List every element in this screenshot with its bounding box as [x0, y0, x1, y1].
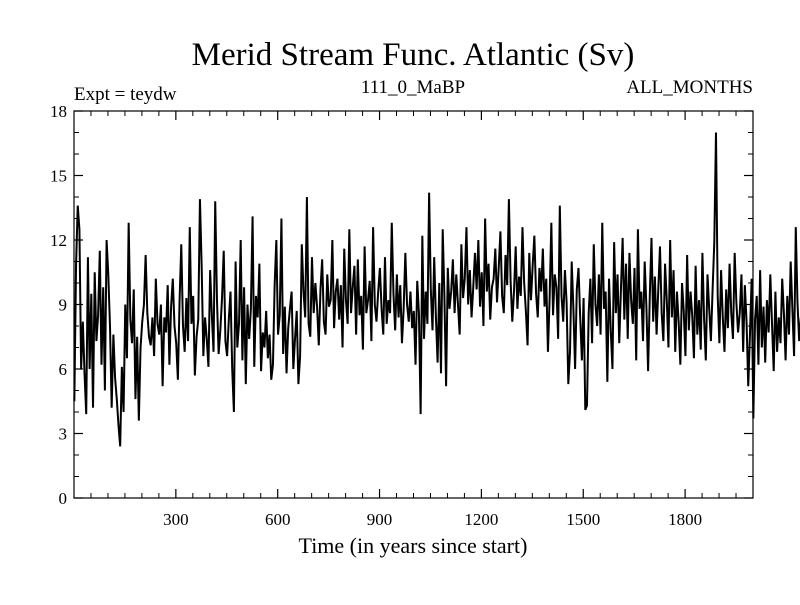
y-tick-label: 6 — [59, 360, 68, 379]
x-tick-label: 300 — [163, 510, 189, 529]
x-tick-label: 1800 — [668, 510, 702, 529]
experiment-label: Expt = teydw — [74, 84, 177, 105]
y-tick-label: 12 — [50, 231, 67, 250]
y-tick-label: 15 — [50, 167, 67, 186]
y-tick-label: 0 — [59, 489, 68, 508]
plot-area — [73, 132, 800, 447]
axes: 0 3 6 9 12 15 18 300 600 900 1200 1500 1800 — [50, 102, 754, 529]
y-tick-label: 9 — [59, 296, 68, 315]
months-label: ALL_MONTHS — [626, 77, 753, 98]
y-tick-label: 3 — [59, 425, 68, 444]
x-axis-label: Time (in years since start) — [299, 533, 528, 558]
x-tick-label: 1500 — [566, 510, 600, 529]
y-tick-label: 18 — [50, 102, 67, 121]
x-tick-label: 600 — [265, 510, 291, 529]
chart-title: Merid Stream Func. Atlantic (Sv) — [192, 37, 635, 73]
period-label: 111_0_MaBP — [361, 77, 465, 98]
series-line-0 — [73, 132, 800, 447]
x-tick-label: 900 — [367, 510, 393, 529]
x-tick-label: 1200 — [464, 510, 498, 529]
